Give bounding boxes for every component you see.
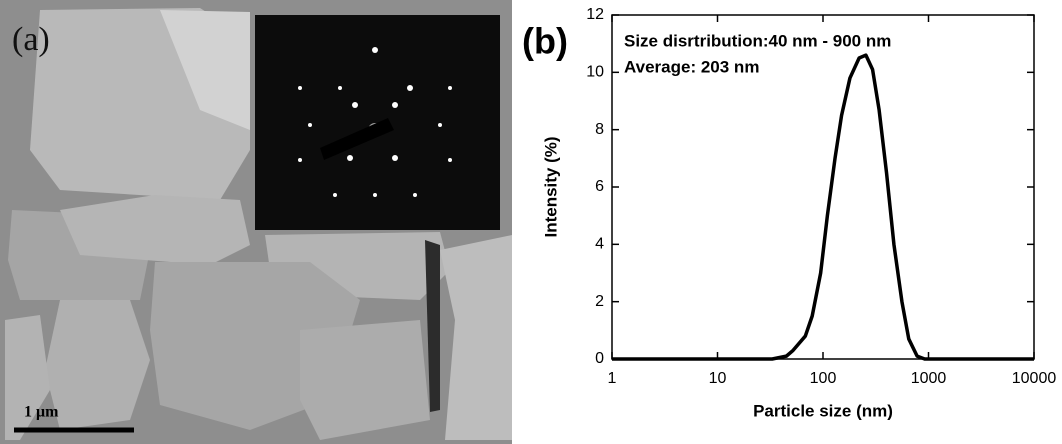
panel-label: (a) (12, 21, 50, 58)
y-tick-label: 8 (595, 121, 604, 138)
hole (440, 235, 512, 440)
y-tick-label: 0 (595, 350, 604, 367)
hole (300, 320, 430, 440)
tem-image: (a) 1 μm (0, 0, 512, 444)
beam-stop (320, 118, 394, 160)
diffraction-inset (255, 15, 500, 230)
x-axis-title: Particle size (nm) (753, 401, 893, 420)
rod (425, 240, 440, 412)
panel-label: (b) (522, 21, 568, 62)
y-tick-label: 2 (595, 293, 604, 310)
annotation: Average: 203 nm (624, 57, 759, 76)
data-line (612, 53, 1034, 361)
y-tick-label: 12 (586, 6, 604, 23)
x-tick-label: 10 (709, 370, 727, 387)
x-tick-label: 1000 (911, 370, 947, 387)
x-tick-label: 1 (608, 370, 617, 387)
y-tick-label: 6 (595, 178, 604, 195)
scale-bar-label: 1 μm (24, 404, 59, 421)
y-axis-title: Intensity (%) (541, 136, 560, 237)
y-tick-label: 10 (586, 64, 604, 81)
y-tick-label: 4 (595, 236, 604, 253)
x-tick-label: 10000 (1012, 370, 1057, 387)
annotation: Size disrtribution:40 nm - 900 nm (624, 31, 891, 50)
hole (60, 195, 250, 265)
hole (45, 300, 150, 430)
hole (5, 315, 50, 440)
hole (160, 10, 250, 130)
x-tick-label: 100 (810, 370, 837, 387)
